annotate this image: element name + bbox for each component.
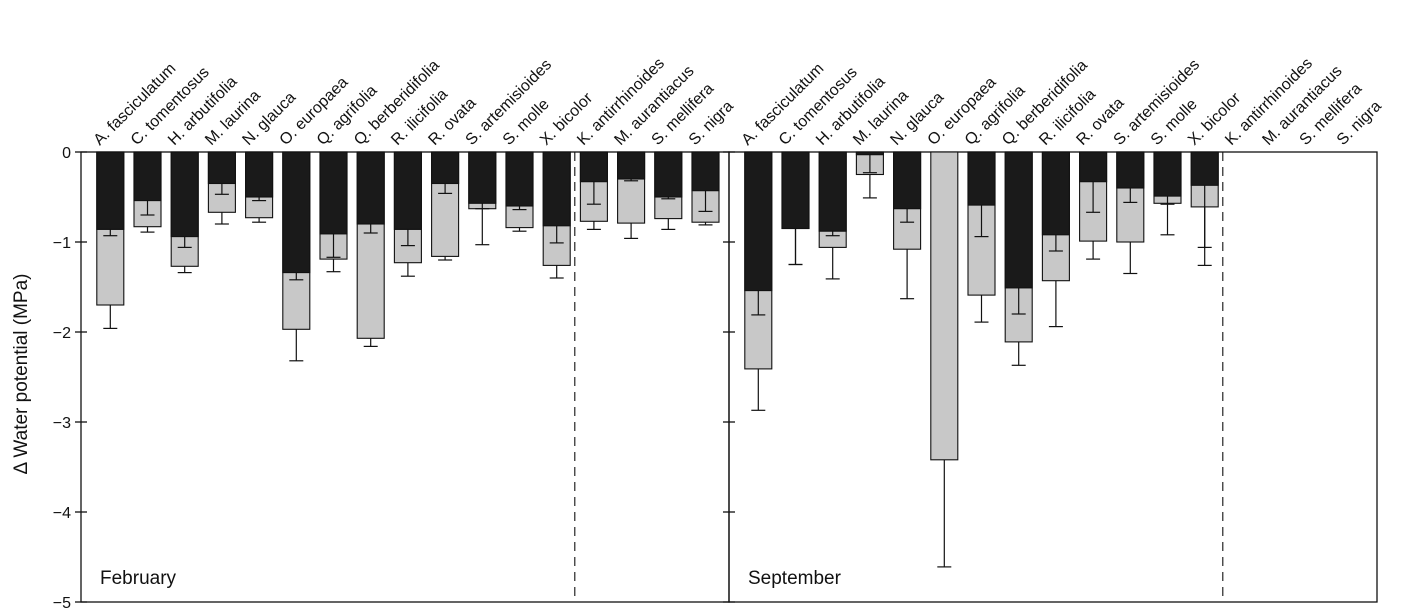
y-tick-label: −4	[53, 505, 71, 522]
y-axis-label: Δ Water potential (MPa)	[11, 273, 32, 474]
bar-dark	[855, 151, 884, 156]
bar-dark	[282, 151, 311, 274]
y-tick-label: −2	[53, 325, 71, 342]
bar-light	[930, 151, 959, 461]
bar-dark	[781, 151, 810, 230]
bar-dark	[505, 151, 534, 207]
bar-dark	[96, 151, 125, 230]
bar-dark	[319, 151, 348, 235]
y-tick-label: 0	[62, 145, 71, 162]
bar-dark	[818, 151, 847, 232]
bar-dark	[393, 151, 422, 230]
bar-dark	[245, 151, 274, 198]
bar-dark	[744, 151, 773, 292]
bar-dark	[468, 151, 497, 204]
bar-dark	[617, 151, 646, 180]
bar-dark	[1190, 151, 1219, 186]
y-tick-label: −1	[53, 235, 71, 252]
bar-dark	[1079, 151, 1108, 183]
bar-dark	[1041, 151, 1070, 236]
bar-dark	[356, 151, 385, 225]
bar-dark	[170, 151, 199, 238]
bar-dark	[1116, 151, 1145, 189]
y-tick-label: −3	[53, 415, 71, 432]
bar-dark	[431, 151, 460, 185]
panel-label: September	[748, 568, 842, 589]
bar-dark	[893, 151, 922, 210]
bar-dark	[1004, 151, 1033, 289]
bar-dark	[691, 151, 720, 192]
y-tick-label: −5	[53, 595, 71, 608]
bar-dark	[654, 151, 683, 198]
bar-dark	[542, 151, 571, 227]
panel-label: February	[100, 568, 177, 589]
bar-dark	[967, 151, 996, 206]
bar-dark	[133, 151, 162, 202]
bar-dark	[207, 151, 236, 185]
bar-dark	[1153, 151, 1182, 197]
bar-dark	[579, 151, 608, 183]
